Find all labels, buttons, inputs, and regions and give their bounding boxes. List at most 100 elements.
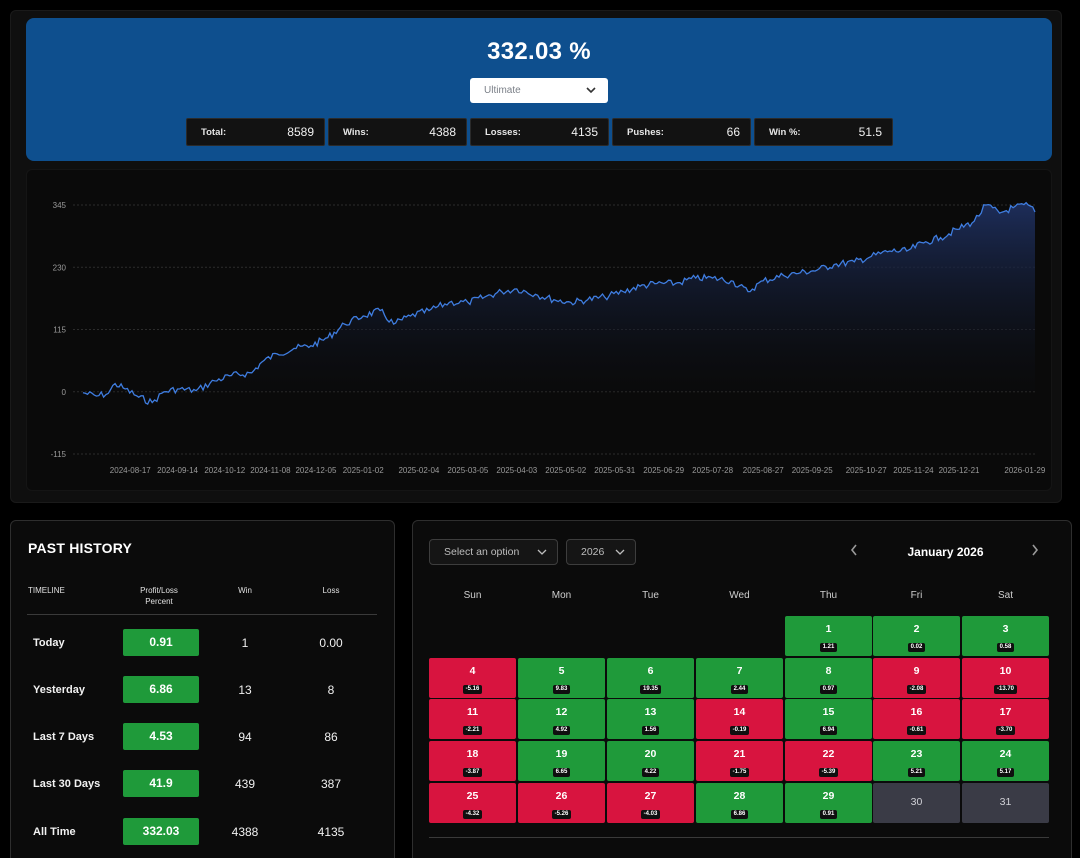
- day-value-badge: 1.21: [819, 643, 838, 652]
- row-timeline: Today: [33, 637, 65, 649]
- calendar-day-30[interactable]: 30: [873, 783, 960, 823]
- row-loss: 86: [324, 730, 338, 744]
- calendar-day-12[interactable]: 12 4.92: [518, 699, 605, 739]
- y-tick-label: 345: [53, 201, 67, 210]
- calendar-day-28[interactable]: 28 6.86: [696, 783, 783, 823]
- y-tick-label: 115: [53, 326, 66, 335]
- calendar-day-6[interactable]: 6 19.35: [607, 658, 694, 698]
- calendar-day-18[interactable]: 18 -3.87: [429, 741, 516, 781]
- x-tick-label: 2025-02-04: [398, 466, 439, 475]
- strategy-select-value: Ultimate: [484, 85, 521, 96]
- stat-label: Wins:: [343, 126, 369, 138]
- calendar-day-26[interactable]: 26 -5.26: [518, 783, 605, 823]
- row-loss: 8: [327, 683, 335, 697]
- x-tick-label: 2025-08-27: [743, 466, 784, 475]
- day-number: 10: [999, 665, 1012, 677]
- day-value-badge: -2.08: [906, 685, 927, 694]
- calendar-day-25[interactable]: 25 -4.32: [429, 783, 516, 823]
- row-profit-loss-badge: 41.9: [123, 770, 199, 797]
- calendar-day-27[interactable]: 27 -4.03: [607, 783, 694, 823]
- day-number: 3: [1002, 623, 1009, 635]
- x-tick-label: 2024-09-14: [157, 466, 198, 475]
- calendar-day-22[interactable]: 22 -5.39: [785, 741, 872, 781]
- calendar-day-9[interactable]: 9 -2.08: [873, 658, 960, 698]
- calendar-day-11[interactable]: 11 -2.21: [429, 699, 516, 739]
- strategy-select[interactable]: Ultimate: [470, 78, 608, 103]
- calendar-day-8[interactable]: 8 0.97: [785, 658, 872, 698]
- equity-area: [83, 202, 1035, 405]
- day-value-badge: -3.87: [462, 768, 483, 777]
- chevron-down-icon: [586, 78, 596, 112]
- calendar-day-15[interactable]: 15 6.94: [785, 699, 872, 739]
- calendar-day-21[interactable]: 21 -1.75: [696, 741, 783, 781]
- row-timeline: Last 30 Days: [33, 778, 101, 790]
- year-select[interactable]: 2026: [566, 539, 636, 565]
- day-number: 8: [825, 665, 832, 677]
- day-number: 7: [736, 665, 743, 677]
- header-profit-loss: Profit/Loss Percent: [119, 585, 199, 607]
- row-win: 13: [238, 683, 252, 697]
- x-tick-label: 2025-05-02: [545, 466, 586, 475]
- row-win: 1: [241, 636, 249, 650]
- y-tick-label: -115: [51, 450, 67, 459]
- day-value-badge: -4.32: [462, 810, 483, 819]
- equity-chart-panel: 345 230 115 0 -115 2024-08-17 2024-09-14 2024-…: [26, 169, 1052, 491]
- calendar-day-7[interactable]: 7 2.44: [696, 658, 783, 698]
- day-number: 26: [555, 790, 568, 802]
- stat-label: Losses:: [485, 126, 521, 138]
- day-value-badge: -1.75: [729, 768, 750, 777]
- day-number: 13: [644, 706, 657, 718]
- header-timeline: TIMELINE: [28, 586, 65, 595]
- row-win: 94: [238, 730, 252, 744]
- x-tick-label: 2024-10-12: [204, 466, 245, 475]
- calendar-day-14[interactable]: 14 -0.19: [696, 699, 783, 739]
- row-loss: 4135: [317, 825, 345, 839]
- weekday-sat: Sat: [997, 590, 1013, 601]
- calendar-day-2[interactable]: 2 0.02: [873, 616, 960, 656]
- equity-line: [82, 201, 1036, 406]
- x-tick-label: 2024-12-05: [295, 466, 336, 475]
- equity-chart: 345 230 115 0 -115 2024-08-17 2024-09-14 2024-…: [51, 201, 1046, 475]
- calendar-day-31[interactable]: 31: [962, 783, 1049, 823]
- row-profit-loss-badge: 4.53: [123, 723, 199, 750]
- history-row-all-time: All Time 332.03 4388 4135: [11, 818, 394, 846]
- calendar-day-24[interactable]: 24 5.17: [962, 741, 1049, 781]
- weekday-thu: Thu: [819, 590, 838, 601]
- chevron-right-icon[interactable]: [1030, 542, 1040, 563]
- day-value-badge: 19.35: [639, 685, 661, 694]
- y-tick-label: 230: [53, 263, 67, 272]
- day-number: 14: [733, 706, 746, 718]
- calendar-divider: [429, 837, 1049, 838]
- chevron-left-icon[interactable]: [849, 542, 859, 563]
- day-number: 1: [825, 623, 832, 635]
- calendar-day-23[interactable]: 23 5.21: [873, 741, 960, 781]
- month-title: January 2026: [907, 545, 984, 559]
- row-win: 4388: [231, 825, 259, 839]
- calendar-day-20[interactable]: 20 4.22: [607, 741, 694, 781]
- day-number: 16: [910, 706, 923, 718]
- row-profit-loss-badge: 6.86: [123, 676, 199, 703]
- performance-panel: 332.03 % Ultimate Total: 8589 Wins: 4388…: [10, 10, 1062, 503]
- calendar-day-4[interactable]: 4 -5.16: [429, 658, 516, 698]
- option-select[interactable]: Select an option: [429, 539, 558, 565]
- calendar-day-16[interactable]: 16 -0.61: [873, 699, 960, 739]
- calendar-day-1[interactable]: 1 1.21: [785, 616, 872, 656]
- row-profit-loss-badge: 332.03: [123, 818, 199, 845]
- calendar-day-19[interactable]: 19 6.65: [518, 741, 605, 781]
- day-value-badge: -5.39: [818, 768, 839, 777]
- day-number: 19: [555, 748, 568, 760]
- calendar-day-17[interactable]: 17 -3.70: [962, 699, 1049, 739]
- calendar-day-10[interactable]: 10 -13.70: [962, 658, 1049, 698]
- x-tick-label: 2024-08-17: [110, 466, 151, 475]
- y-tick-label: 0: [62, 388, 67, 397]
- calendar-day-29[interactable]: 29 0.91: [785, 783, 872, 823]
- day-value-badge: 4.92: [552, 726, 571, 735]
- day-value-badge: 0.97: [819, 685, 838, 694]
- day-number: 28: [733, 790, 746, 802]
- calendar-day-3[interactable]: 3 0.58: [962, 616, 1049, 656]
- calendar-day-13[interactable]: 13 1.56: [607, 699, 694, 739]
- x-tick-label: 2024-11-08: [250, 466, 291, 475]
- day-number: 11: [466, 706, 479, 718]
- day-value-badge: -4.03: [640, 810, 661, 819]
- calendar-day-5[interactable]: 5 9.83: [518, 658, 605, 698]
